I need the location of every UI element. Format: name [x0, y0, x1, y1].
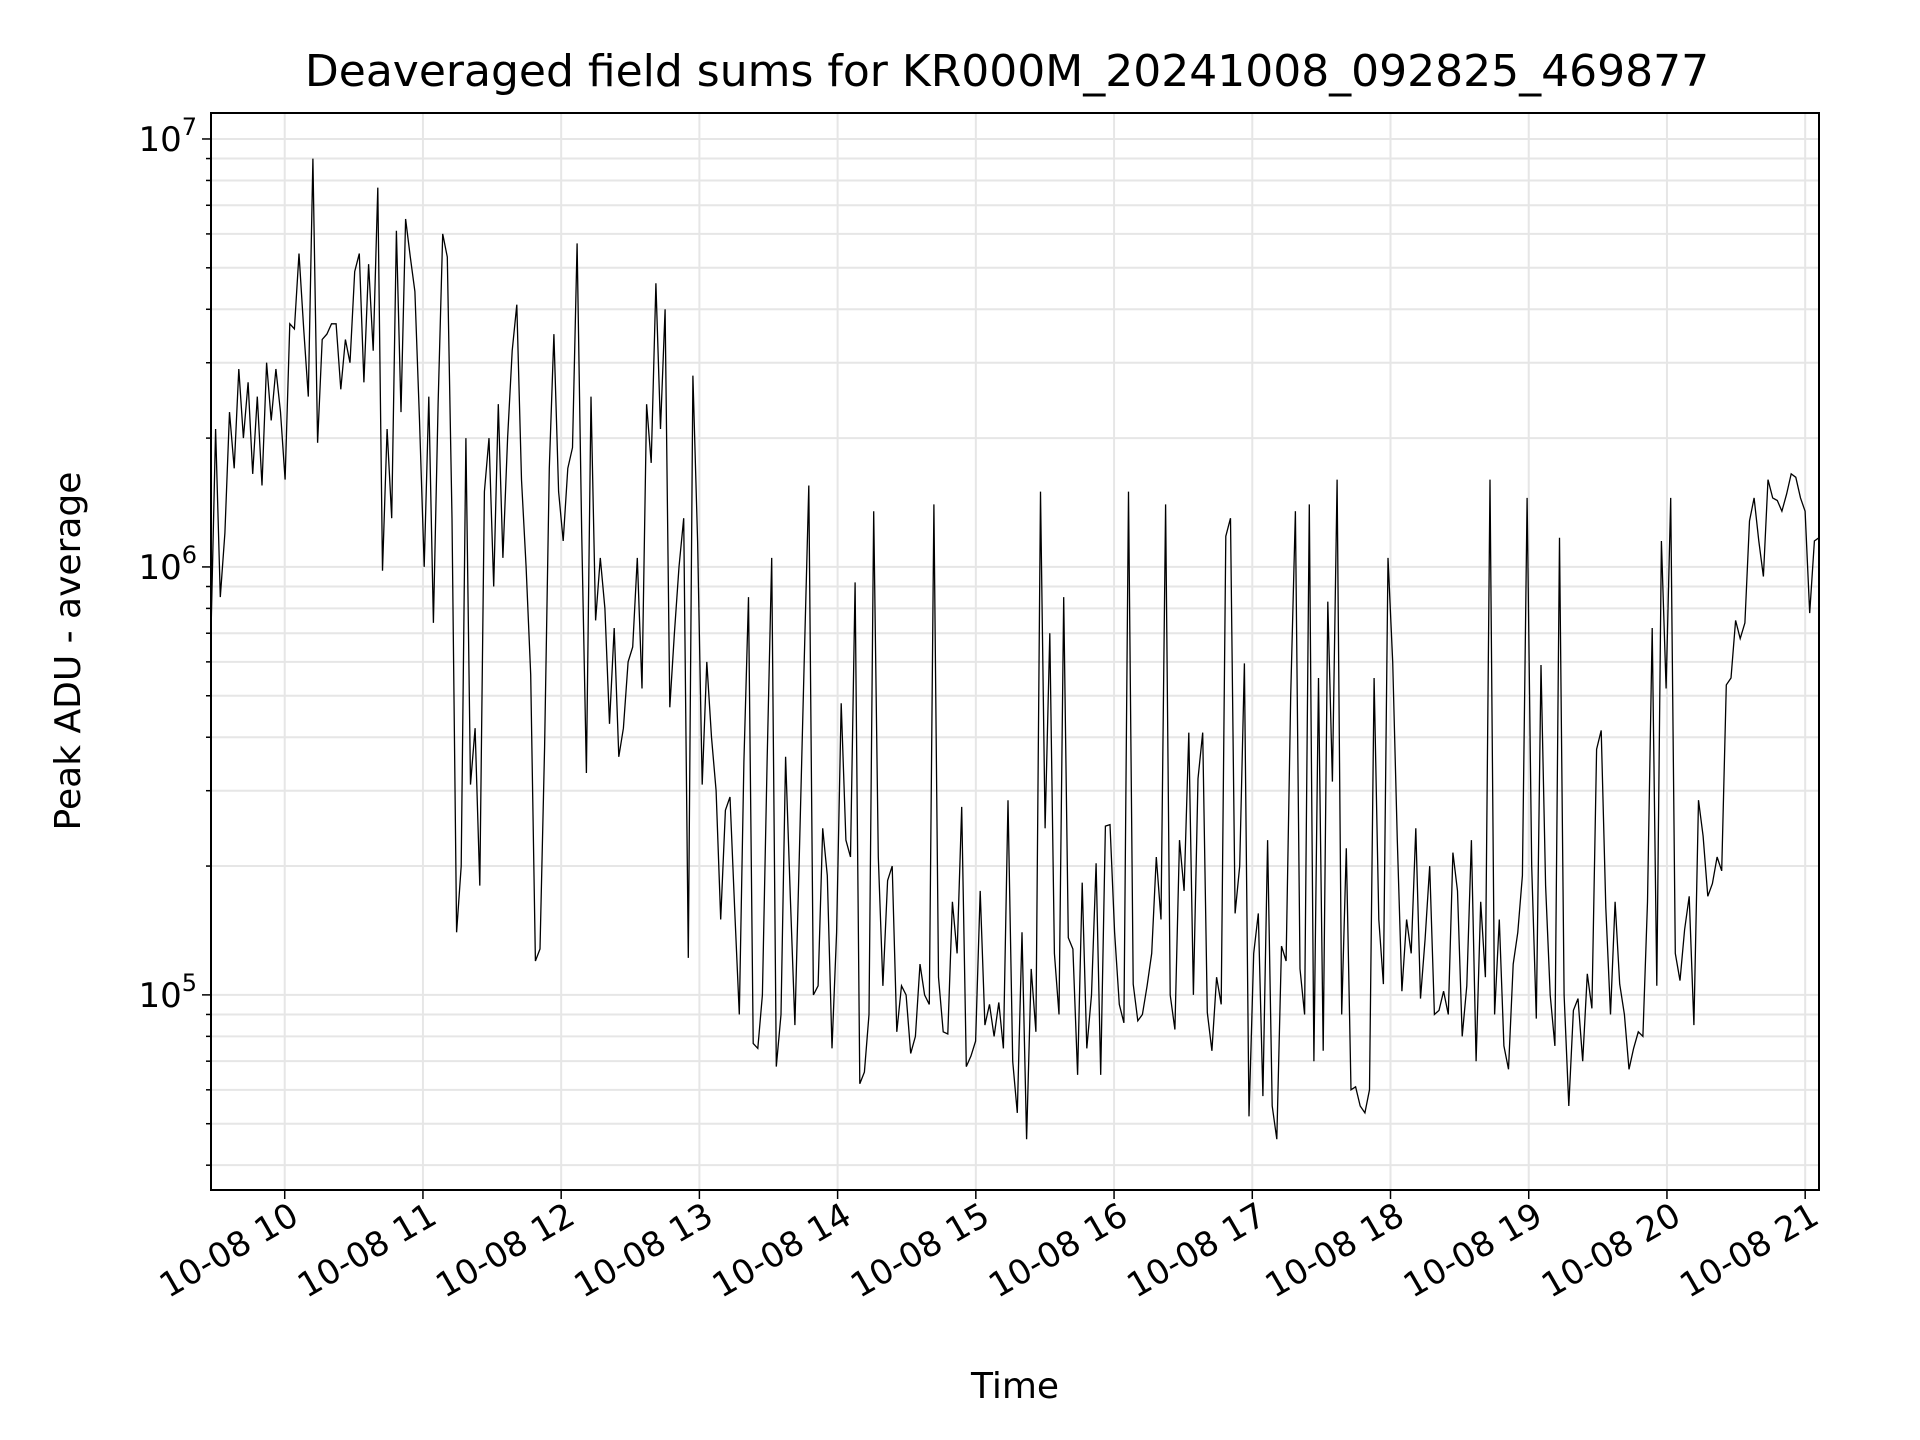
chart-title: Deaveraged field sums for KR000M_2024100…	[305, 46, 1709, 97]
x-tick-label: 10-08 15	[844, 1195, 996, 1306]
y-tick-label: 106	[138, 541, 197, 588]
x-tick-label: 10-08 19	[1397, 1195, 1549, 1306]
line-layer	[210, 158, 1820, 1140]
x-axis-label: Time	[970, 1366, 1059, 1407]
series-line	[210, 158, 1820, 1140]
x-tick-label: 10-08 10	[153, 1195, 305, 1306]
x-tick-label: 10-08 13	[567, 1195, 719, 1306]
x-tick-label: 10-08 11	[291, 1195, 443, 1306]
y-tick-label: 105	[138, 969, 197, 1016]
x-tick-label: 10-08 21	[1673, 1195, 1825, 1306]
x-tick-label: 10-08 17	[1120, 1195, 1272, 1306]
y-tick-label: 107	[138, 113, 197, 160]
x-tick-label: 10-08 16	[982, 1195, 1134, 1306]
y-axis-label: Peak ADU - average	[48, 472, 89, 831]
x-tick-label: 10-08 12	[429, 1195, 581, 1306]
x-tick-label: 10-08 18	[1259, 1195, 1411, 1306]
plot-frame	[210, 112, 1820, 1191]
x-tick-label: 10-08 14	[706, 1195, 858, 1306]
grid-layer	[211, 113, 1819, 1190]
x-tick-label: 10-08 20	[1535, 1195, 1687, 1306]
